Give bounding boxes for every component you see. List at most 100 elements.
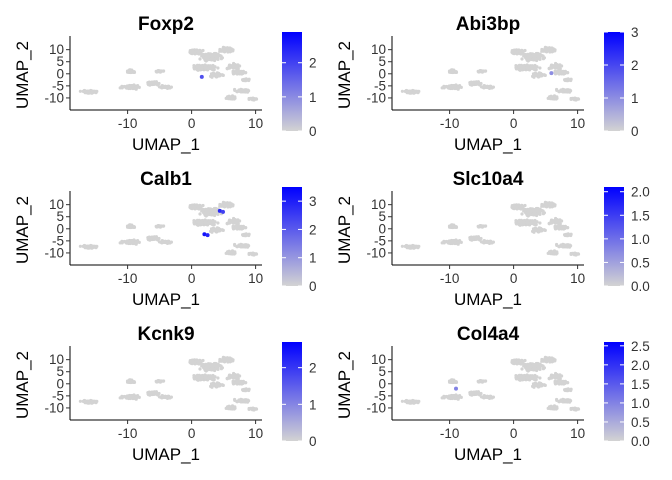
cell-point [157,379,161,383]
cell-point [149,80,153,85]
cell-point [207,365,211,369]
cell-point [132,225,137,229]
cell-point [479,236,483,241]
cell-point [468,83,473,87]
cell-point [225,358,229,362]
colorbar-tick-label: 1 [309,251,317,266]
cell-point [212,223,216,227]
cell-point [130,395,134,399]
x-tick-label: -10 [118,116,138,131]
cell-point [229,374,233,378]
cell-point [440,86,444,90]
cell-point [130,85,134,89]
cell-point [128,69,132,73]
y-axis-label: UMAP_2 [335,196,354,264]
cell-point [561,244,565,248]
cell-point [196,65,200,69]
cell-point [233,242,237,247]
cell-point [243,233,247,237]
cell-point [239,399,243,403]
cell-point [244,381,248,385]
cell-point [574,98,578,102]
cell-point [233,220,237,224]
cell-point [243,388,247,392]
cell-point [450,69,454,73]
cell-point [454,70,459,74]
cell-point [232,405,236,409]
cell-point [78,89,82,93]
cell-point [241,380,245,384]
cell-point [213,65,217,69]
cell-point [529,55,533,59]
cell-point [206,66,210,70]
cell-point [85,90,90,94]
cell-point [162,69,166,73]
cell-point [190,206,194,210]
cell-point [522,65,526,69]
cell-point [198,212,202,216]
cell-point [252,253,256,257]
cell-point [157,224,161,228]
cell-point [192,374,196,378]
y-axis-label: UMAP_2 [335,41,354,109]
colorbar [604,187,624,286]
cell-point [479,81,483,86]
cell-point [221,203,225,207]
colorbar [604,32,624,131]
cell-point [207,210,211,214]
cell-point [166,240,170,244]
cell-point [456,85,461,89]
cell-point [454,225,459,229]
cell-point [566,244,570,248]
colorbar-tick-label: 3 [309,194,317,209]
cell-point [407,90,412,94]
y-tick-label: -10 [366,245,386,260]
cell-point [479,85,484,89]
cell-point [231,48,235,52]
cell-point [126,240,130,244]
cell-point [555,242,559,247]
cell-point [213,367,218,371]
cell-point [214,383,218,387]
cell-point [231,358,235,362]
cell-point [149,390,153,395]
cell-point [157,69,161,73]
cell-point [526,66,530,70]
cell-point [232,250,236,254]
cell-point [244,244,248,248]
cell-point [450,224,454,228]
cell-point [484,85,488,89]
cell-point [118,86,122,90]
cell-point [219,57,223,61]
cell-point [194,359,199,363]
cell-point [169,85,173,89]
cell-point [535,220,539,224]
cell-point [556,71,560,75]
cell-point [202,366,206,370]
cell-point [157,236,161,241]
cell-point [233,65,237,69]
cell-point [477,81,481,85]
cell-point [524,211,528,215]
cell-point [400,244,404,248]
cell-point [228,406,233,410]
cell-point [543,45,547,50]
cell-point [484,69,488,73]
cell-point [488,240,492,244]
cell-point [157,240,162,244]
cell-point [531,74,535,78]
cell-point [566,71,570,75]
cell-point [446,85,450,89]
cell-point [238,71,242,75]
cell-point [229,64,233,68]
cell-point [202,211,206,215]
cell-point [529,210,533,214]
cell-point [126,85,130,89]
cell-point [220,73,224,77]
cell-point [213,375,217,379]
panel-title: Calb1 [140,169,192,190]
y-tick-label: 0 [56,66,64,81]
cell-point [234,226,238,230]
cell-point [518,68,522,72]
